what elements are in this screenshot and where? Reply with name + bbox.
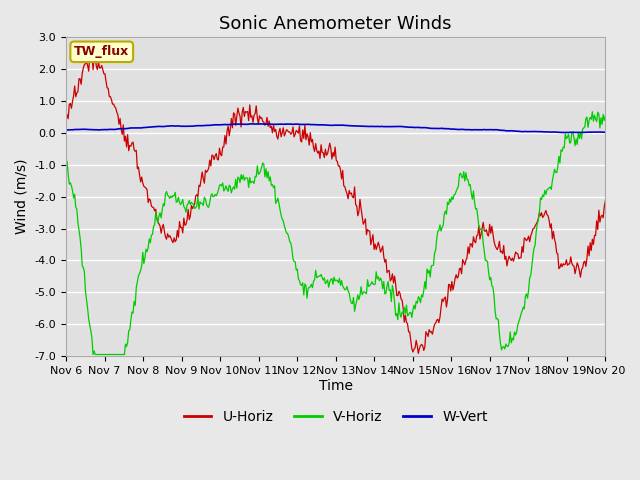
U-Horiz xyxy=(319,150,327,156)
V-Horiz xyxy=(319,277,327,283)
V-Horiz xyxy=(589,109,596,115)
W-Vert xyxy=(323,122,330,128)
U-Horiz xyxy=(92,51,99,57)
V-Horiz xyxy=(323,279,330,285)
W-Vert xyxy=(384,124,392,130)
W-Vert xyxy=(506,128,513,134)
V-Horiz xyxy=(355,297,363,302)
U-Horiz xyxy=(602,198,609,204)
Line: V-Horiz: V-Horiz xyxy=(66,112,605,355)
U-Horiz xyxy=(506,256,514,262)
U-Horiz xyxy=(591,233,598,239)
W-Vert xyxy=(355,123,363,129)
V-Horiz xyxy=(62,160,70,166)
W-Vert xyxy=(602,130,609,135)
W-Vert xyxy=(591,129,598,135)
U-Horiz xyxy=(62,117,70,122)
Legend: U-Horiz, V-Horiz, W-Vert: U-Horiz, V-Horiz, W-Vert xyxy=(178,405,493,430)
U-Horiz xyxy=(355,209,363,215)
Title: Sonic Anemometer Winds: Sonic Anemometer Winds xyxy=(220,15,452,33)
Text: TW_flux: TW_flux xyxy=(74,45,129,58)
Line: U-Horiz: U-Horiz xyxy=(66,54,605,353)
Y-axis label: Wind (m/s): Wind (m/s) xyxy=(15,159,29,234)
V-Horiz xyxy=(89,352,97,358)
U-Horiz xyxy=(415,350,422,356)
U-Horiz xyxy=(384,268,392,274)
V-Horiz xyxy=(506,340,513,346)
Line: W-Vert: W-Vert xyxy=(66,124,605,132)
U-Horiz xyxy=(323,153,330,158)
W-Vert xyxy=(62,127,70,133)
W-Vert xyxy=(319,122,327,128)
V-Horiz xyxy=(591,112,598,118)
V-Horiz xyxy=(384,278,392,284)
W-Vert xyxy=(573,130,581,135)
W-Vert xyxy=(247,121,255,127)
V-Horiz xyxy=(602,113,609,119)
X-axis label: Time: Time xyxy=(319,379,353,393)
